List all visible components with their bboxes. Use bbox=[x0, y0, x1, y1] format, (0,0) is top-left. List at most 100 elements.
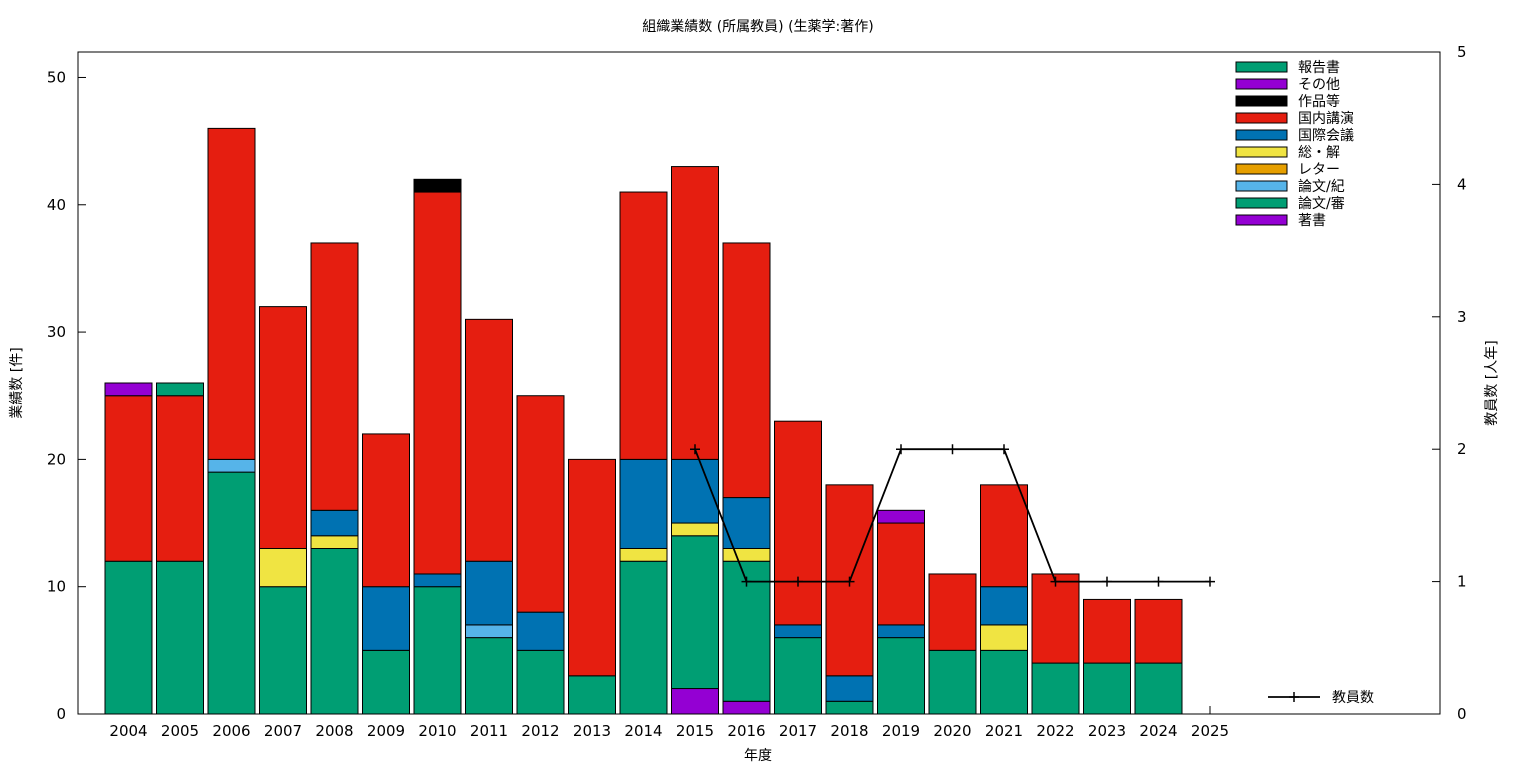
bar-segment bbox=[980, 624, 1028, 651]
bar-segment bbox=[671, 522, 719, 537]
legend-label: レター bbox=[1298, 162, 1340, 178]
line-point bbox=[1205, 576, 1215, 587]
bar-segment bbox=[877, 509, 925, 524]
x-tick-label: 2020 bbox=[933, 722, 971, 740]
x-tick-label: 2008 bbox=[315, 722, 353, 740]
legend-label: 国際会議 bbox=[1298, 127, 1354, 144]
legend-swatch bbox=[1235, 197, 1288, 209]
bar-segment bbox=[774, 420, 822, 626]
legend-swatch bbox=[1235, 146, 1288, 158]
bar-segment bbox=[568, 675, 616, 715]
legend-swatch bbox=[1235, 163, 1288, 175]
bar-segment bbox=[928, 573, 977, 651]
bar-segment bbox=[104, 395, 153, 562]
y-tick-label: 20 bbox=[47, 450, 66, 468]
bar-segment bbox=[671, 688, 719, 715]
legend-swatch bbox=[1235, 214, 1288, 226]
bar-segment bbox=[619, 191, 668, 460]
legend-swatch bbox=[1235, 61, 1288, 73]
bar-segment bbox=[722, 242, 771, 499]
bar-segment bbox=[156, 382, 204, 397]
x-tick-label: 2006 bbox=[212, 722, 250, 740]
legend-label: 作品等 bbox=[1298, 93, 1340, 110]
y-tick-label: 50 bbox=[47, 68, 66, 86]
bar-segment bbox=[413, 586, 462, 715]
legend-swatch bbox=[1235, 180, 1288, 192]
bar-segment bbox=[413, 573, 462, 588]
bar-segment bbox=[310, 535, 359, 549]
bar-segment bbox=[465, 560, 513, 626]
x-tick-label: 2021 bbox=[985, 722, 1023, 740]
legend-label: その他 bbox=[1298, 77, 1340, 93]
x-tick-label: 2018 bbox=[830, 722, 868, 740]
y2-tick-label: 2 bbox=[1457, 440, 1467, 458]
bar-segment bbox=[980, 484, 1028, 588]
plot-frame bbox=[77, 51, 1441, 715]
bar-segment bbox=[516, 611, 565, 651]
x-tick-label: 2012 bbox=[521, 722, 559, 740]
chart-title: 組織業績数 (所属教員) (生薬学:著作) bbox=[642, 19, 873, 35]
legend-swatch bbox=[1235, 95, 1288, 107]
legend-label: 報告書 bbox=[1298, 60, 1340, 76]
bar-segment bbox=[259, 586, 307, 715]
bars bbox=[104, 127, 1183, 715]
line-path bbox=[694, 448, 1210, 583]
bar-segment bbox=[156, 560, 204, 715]
bar-segment bbox=[619, 458, 668, 549]
x-tick-label: 2004 bbox=[109, 722, 147, 740]
bar-segment bbox=[207, 471, 256, 715]
bar-segment bbox=[259, 306, 307, 549]
bar-segment bbox=[465, 624, 513, 639]
legend-label: 論文/審 bbox=[1298, 196, 1345, 212]
legend-label: 国内講演 bbox=[1298, 111, 1354, 127]
x-tick-label: 2024 bbox=[1139, 722, 1177, 740]
y2-axis-label: 教員数 [人年] bbox=[1484, 340, 1500, 425]
bar-segment bbox=[1031, 662, 1080, 715]
y-axis-ticks: 0 10 20 30 40 50 bbox=[47, 68, 66, 723]
legend-swatch bbox=[1235, 112, 1288, 124]
y-axis-label: 業績数 [件] bbox=[9, 347, 25, 418]
bar-segment bbox=[928, 649, 977, 715]
x-tick-label: 2009 bbox=[367, 722, 405, 740]
legend-swatch bbox=[1235, 78, 1288, 90]
bar-segment bbox=[465, 318, 513, 562]
bar-segment bbox=[825, 700, 874, 715]
bar-segment bbox=[516, 649, 565, 715]
bar-segment bbox=[877, 637, 925, 715]
bar-segment bbox=[104, 560, 153, 715]
bar-segment bbox=[671, 166, 719, 460]
line-point bbox=[741, 576, 752, 587]
bar-segment bbox=[980, 586, 1028, 626]
bar-segment bbox=[774, 637, 822, 715]
bar-segment bbox=[619, 548, 668, 562]
bar-segment bbox=[1083, 662, 1131, 715]
bar-segment bbox=[465, 637, 513, 715]
bar-segment bbox=[259, 548, 307, 588]
bar-segment bbox=[1134, 662, 1183, 715]
x-tick-label: 2022 bbox=[1036, 722, 1074, 740]
bar-segment bbox=[1031, 573, 1080, 664]
line-point bbox=[947, 444, 958, 455]
x-tick-label: 2023 bbox=[1088, 722, 1126, 740]
bar-segment bbox=[877, 624, 925, 639]
line-legend-marker bbox=[1289, 692, 1299, 702]
y2-tick-label: 4 bbox=[1457, 175, 1467, 193]
x-tick-label: 2019 bbox=[882, 722, 920, 740]
y2-tick-label: 3 bbox=[1457, 308, 1467, 326]
bar-segment bbox=[207, 458, 256, 473]
bar-segment bbox=[825, 675, 874, 702]
bar-segment bbox=[156, 395, 204, 562]
bar-segment bbox=[207, 127, 256, 460]
x-tick-label: 2013 bbox=[573, 722, 611, 740]
bar-segment bbox=[310, 509, 359, 537]
bar-segment bbox=[671, 535, 719, 690]
bar-segment bbox=[1083, 598, 1131, 664]
x-axis-label: 年度 bbox=[744, 748, 772, 764]
legend-swatch bbox=[1235, 129, 1288, 141]
bar-segment bbox=[722, 700, 771, 715]
y-tick-label: 30 bbox=[47, 323, 66, 341]
bar-segment bbox=[104, 382, 153, 397]
line-legend-label: 教員数 bbox=[1332, 690, 1374, 706]
